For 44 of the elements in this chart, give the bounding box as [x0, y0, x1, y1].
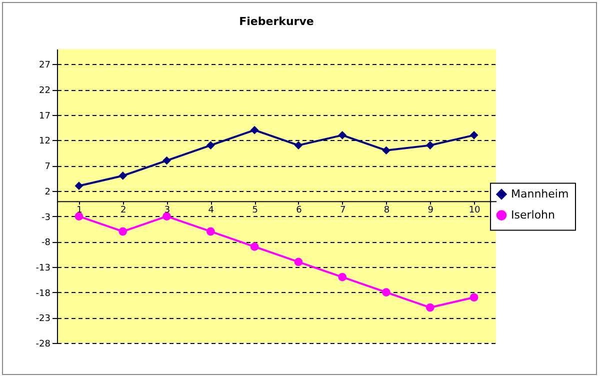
- x-tick-label: 6: [296, 206, 302, 216]
- y-tick-label: -8: [42, 238, 51, 248]
- point: [382, 288, 390, 296]
- point: [162, 156, 171, 165]
- y-tick-label: 22: [39, 86, 50, 96]
- y-tick-label: 2: [44, 187, 50, 198]
- point: [74, 182, 84, 190]
- y-tick-label: 17: [39, 111, 50, 122]
- x-tick-label: 5: [252, 206, 258, 216]
- point: [118, 172, 128, 180]
- y-tick-label: -13: [36, 263, 50, 274]
- y-tick-label: -18: [36, 288, 51, 299]
- point: [206, 141, 215, 150]
- y-tick-label: 7: [44, 162, 50, 172]
- x-tick-label: 9: [428, 206, 434, 216]
- x-tick-label: 4: [208, 206, 214, 216]
- point: [338, 272, 347, 282]
- point: [74, 212, 84, 220]
- x-tick-label: 2: [120, 206, 126, 216]
- point: [426, 303, 434, 312]
- point: [162, 212, 171, 220]
- point: [118, 227, 128, 236]
- x-tick-label: 10: [468, 206, 481, 216]
- x-tick-label: 1: [76, 206, 82, 216]
- chart-title: Fieberkurve: [239, 15, 314, 28]
- point: [294, 258, 303, 266]
- legend-label: Mannheim: [511, 187, 569, 200]
- y-tick-label: 12: [39, 136, 50, 147]
- y-tick-label: -3: [42, 212, 50, 223]
- y-tick-label: 27: [39, 60, 50, 71]
- point: [426, 141, 434, 150]
- point: [206, 227, 215, 236]
- point: [470, 293, 478, 302]
- point: [250, 126, 259, 134]
- x-tick-label: 7: [340, 206, 346, 216]
- y-tick-label: -28: [36, 340, 51, 350]
- point: [250, 242, 259, 251]
- point: [338, 130, 347, 140]
- point: [382, 146, 390, 155]
- x-tick-label: 8: [384, 206, 390, 216]
- y-tick-label: -23: [36, 314, 50, 324]
- point: [470, 130, 478, 140]
- legend-label: Iserlohn: [511, 208, 556, 222]
- point: [294, 141, 303, 150]
